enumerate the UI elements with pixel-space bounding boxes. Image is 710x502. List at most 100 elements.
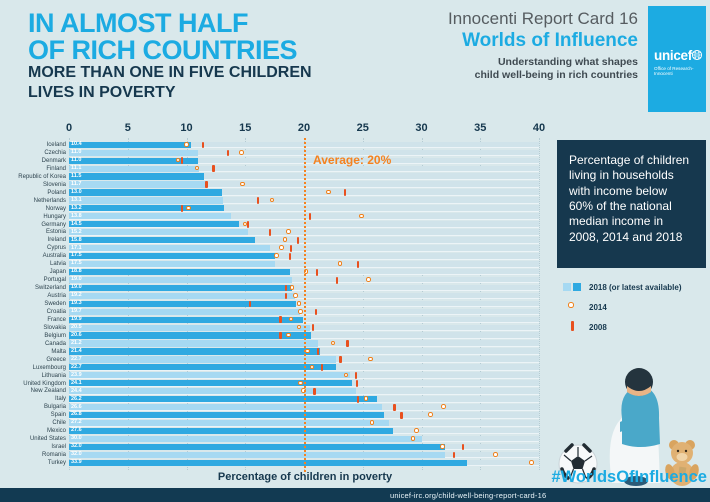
poverty-bar-2018: 14.5 (69, 221, 240, 228)
marker-2008 (285, 292, 288, 300)
bar-value-label: 17.5 (71, 252, 82, 259)
bar-value-label: 27.6 (71, 427, 82, 434)
country-label: Poland (47, 189, 66, 196)
poverty-bar-2018: 17.1 (69, 244, 270, 252)
country-label: Latvia (49, 261, 66, 268)
marker-2008 (313, 388, 316, 395)
country-label: Turkey (47, 460, 66, 466)
report-card-name: Innocenti Report Card 16 (448, 9, 638, 28)
axis-tick-label: 40 (532, 122, 546, 134)
country-label: Republic of Korea (18, 173, 66, 180)
bar-value-label: 19.0 (71, 284, 82, 291)
poverty-bar-2018: 10.4 (69, 141, 192, 148)
poverty-bar-2018: 26.2 (69, 395, 377, 403)
country-label: Canada (44, 340, 66, 347)
report-url-link[interactable]: unicef-irc.org/child-well-being-report-c… (390, 491, 547, 500)
bar-value-label: 26.2 (71, 395, 82, 402)
poverty-bar-2018: 27.2 (69, 420, 389, 427)
bar-value-label: 26.6 (71, 403, 82, 410)
country-label: Portugal (43, 277, 66, 284)
poverty-bar-2018: 15.2 (69, 228, 248, 236)
poverty-bar-2018: 20.5 (69, 325, 310, 331)
marker-2008 (289, 244, 293, 252)
bar-value-label: 10.4 (71, 141, 82, 148)
marker-2008 (248, 300, 252, 308)
marker-2008 (400, 411, 403, 419)
bar-value-label: 11.1 (71, 165, 82, 172)
marker-2008 (180, 205, 183, 212)
marker-2008 (461, 443, 464, 451)
x-axis-title: Percentage of children in poverty (217, 471, 393, 483)
marker-2014 (493, 452, 498, 457)
gridline (539, 138, 540, 470)
marker-2008 (308, 213, 311, 220)
marker-2008 (356, 395, 360, 403)
marker-2008 (312, 324, 315, 332)
marker-2008 (346, 340, 349, 348)
bar-value-label: 15.2 (71, 228, 82, 235)
main-title-line1: IN ALMOST HALF (28, 8, 248, 38)
marker-2008 (315, 268, 318, 276)
poverty-bar-2018: 32.0 (69, 444, 445, 450)
country-label: Belgium (44, 332, 66, 339)
poverty-bar-2018: 19.9 (69, 317, 303, 323)
poverty-bar-2018: 19.3 (69, 301, 296, 307)
marker-2014 (183, 142, 189, 147)
poverty-bar-2018: 33.9 (69, 460, 468, 466)
country-label: Chile (52, 420, 66, 427)
poverty-bar-2018: 19.2 (69, 293, 295, 299)
marker-2008 (314, 308, 317, 316)
country-label: France (47, 316, 66, 323)
poverty-bar-2018: 17.5 (69, 260, 275, 268)
unicef-wordmark: unicef (654, 48, 692, 63)
poverty-bar-2018: 21.4 (69, 348, 321, 355)
poverty-bar-2018: 11.0 (69, 158, 199, 164)
country-label: Luxembourg (32, 364, 66, 371)
bar-value-label: 17.1 (71, 244, 82, 251)
bar-value-label: 32.0 (71, 443, 82, 450)
country-label: Italy (54, 396, 66, 403)
marker-2014 (296, 324, 302, 330)
marker-2008 (320, 364, 323, 371)
marker-2014 (441, 404, 446, 409)
marker-2008 (279, 332, 282, 340)
footer-bar: unicef-irc.org/child-well-being-report-c… (0, 488, 710, 502)
average-label: Average: 20% (313, 153, 392, 167)
marker-2014 (269, 197, 275, 203)
marker-2014 (440, 444, 445, 449)
report-tagline-line2: child well-being in rich countries (474, 69, 638, 81)
country-label: Iceland (46, 142, 66, 148)
country-label: Spain (50, 412, 66, 419)
bar-value-label: 19.9 (71, 316, 82, 323)
main-subtitle-line2: LIVES IN POVERTY (28, 84, 176, 101)
axis-tick-label: 0 (65, 122, 73, 134)
poverty-bar-2018: 26.6 (69, 403, 382, 411)
poverty-bar-2018: 11.0 (69, 150, 199, 156)
marker-2014 (359, 213, 364, 219)
poverty-bar-2018: 11.5 (69, 172, 205, 180)
marker-2008 (180, 157, 183, 165)
poverty-bar-2018: 13.2 (69, 205, 225, 212)
country-label: Finland (46, 165, 66, 172)
bar-value-label: 11.5 (71, 172, 82, 179)
bar-value-label: 15.8 (71, 236, 82, 243)
marker-2014 (309, 364, 315, 370)
bar-value-label: 19.2 (71, 292, 82, 299)
marker-2008 (393, 403, 396, 411)
marker-2008 (317, 348, 320, 356)
marker-2014 (297, 308, 303, 314)
country-label: Australia (42, 253, 66, 260)
unicef-office-label: Office of Research-Innocenti (654, 66, 694, 76)
marker-2008 (453, 451, 456, 459)
marker-2014 (289, 285, 295, 290)
axis-tick-label: 25 (356, 122, 369, 134)
report-tagline-line1: Understanding what shapes (497, 56, 638, 68)
marker-2008 (355, 380, 358, 387)
poverty-bar-2018: 13.0 (69, 188, 222, 196)
poverty-bar-2018: 20.6 (69, 332, 312, 339)
bar-value-label: 13.1 (71, 196, 82, 203)
bar-value-label: 13.0 (71, 188, 82, 195)
bar-value-label: 17.5 (71, 260, 82, 267)
marker-2008 (356, 260, 360, 268)
